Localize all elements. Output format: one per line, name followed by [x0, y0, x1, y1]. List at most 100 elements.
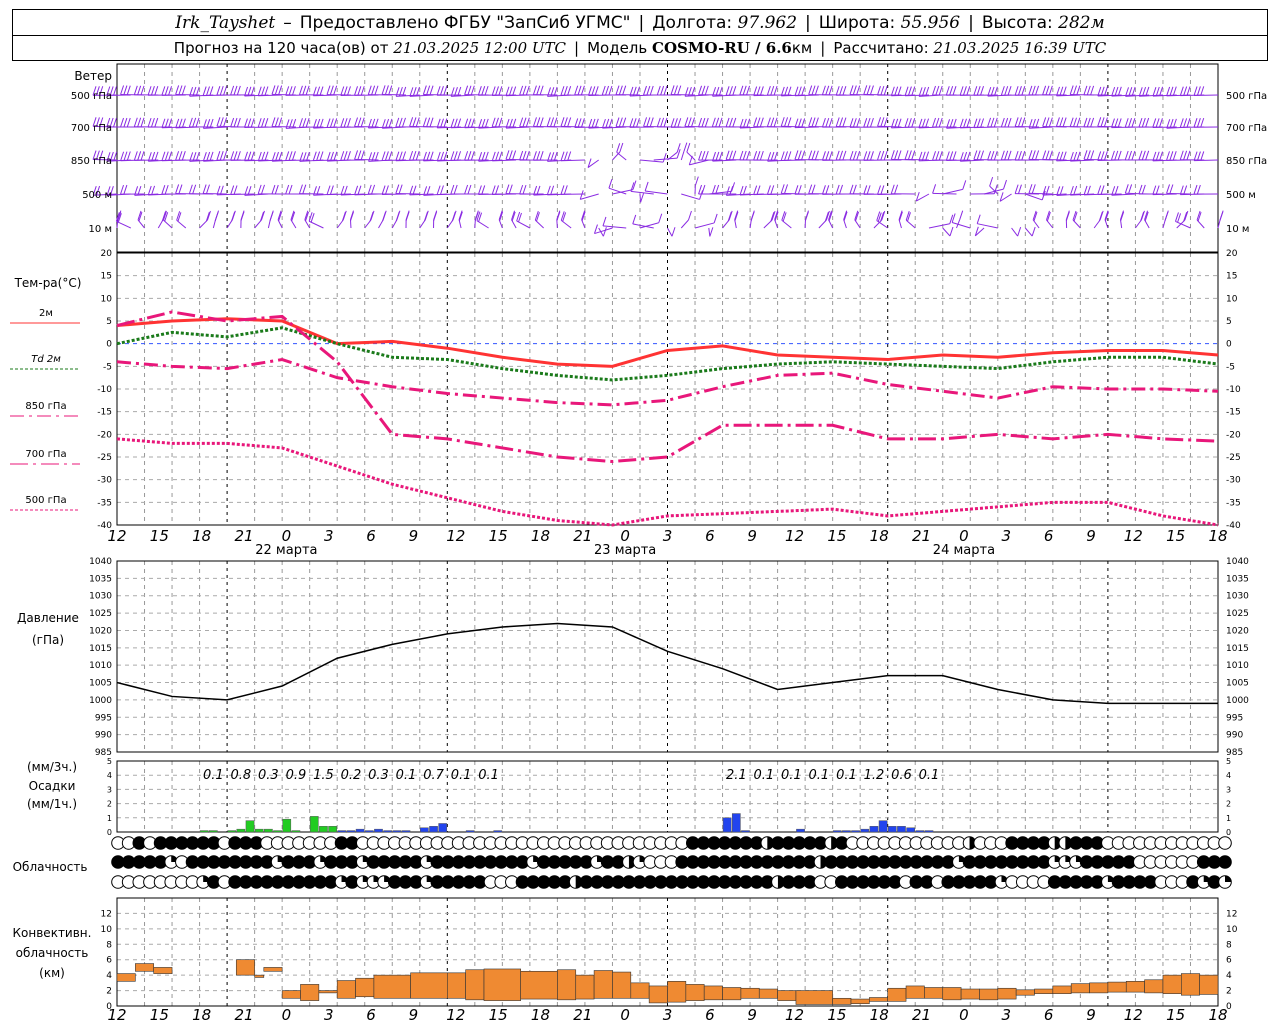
wind-barb-flag — [1031, 184, 1036, 194]
pressure-line — [116, 622, 1218, 705]
conv-ytick-left: 4 — [106, 971, 112, 981]
wind-barb-flag — [780, 151, 785, 161]
wind-barb-flag — [298, 184, 303, 194]
time-tick-label: 9 — [409, 1006, 419, 1024]
wind-barb-flag — [113, 86, 117, 96]
wind-barb-flag — [753, 86, 758, 96]
wind-barb-flag — [602, 216, 607, 227]
wind-barb-flag — [1166, 151, 1170, 161]
wind-barb-flag — [117, 213, 122, 223]
wind-barb-flag — [1055, 117, 1060, 127]
wind-barb-flag — [402, 151, 407, 161]
header-title-bar: Irk_Tayshet – Предоставлено ФГБУ "ЗапСиб… — [12, 9, 1268, 36]
wind-barb-flag — [632, 118, 637, 128]
wind-barb-flag — [285, 119, 290, 129]
wind-barb — [587, 159, 599, 168]
wind-barb-flag — [343, 151, 348, 161]
wind-barb — [1125, 94, 1150, 97]
prec-ylabel-top: (мм/3ч.) — [27, 760, 77, 774]
wind-barb-flag — [1183, 150, 1188, 160]
wind-barb-flag — [1000, 150, 1005, 160]
wind-barb-flag — [236, 117, 241, 128]
wind-barb-flag — [897, 86, 902, 96]
wind-barb-flag — [440, 118, 444, 128]
wind-barb-flag — [1003, 179, 1007, 190]
wind-barb-flag — [734, 210, 739, 220]
wind-barb-flag — [275, 151, 279, 162]
time-tick-label: 18 — [192, 527, 211, 545]
prec-ytick-right: 1 — [1226, 814, 1231, 823]
station-name: Irk_Tayshet — [175, 12, 276, 33]
prec-3h-total: 0.8 — [231, 768, 252, 783]
wind-barb — [409, 94, 434, 97]
wind-barb — [639, 222, 659, 229]
wind-barb-flag — [250, 118, 255, 128]
conv-yunit: (км) — [39, 966, 65, 980]
wind-barb-flag — [260, 211, 264, 222]
wind-barb — [244, 159, 269, 162]
wind-barb-flag — [133, 117, 138, 127]
wind-barb-flag — [429, 151, 434, 161]
wind-barb-flag — [863, 151, 868, 161]
time-tick-label: 21 — [573, 527, 592, 545]
wind-barb — [726, 193, 751, 196]
wind-barb — [828, 219, 834, 229]
wind-barb-flag — [932, 151, 936, 161]
wind-barb — [749, 219, 752, 229]
wind-barb-flag — [1120, 210, 1124, 220]
time-tick-label: 9 — [1086, 527, 1096, 545]
wind-barb-flag — [601, 85, 606, 96]
wind-barb-flag — [1062, 117, 1067, 127]
wind-barb-flag — [247, 118, 252, 128]
wind-barb-flag — [725, 150, 730, 160]
prec-3h-total: 0.1 — [478, 768, 499, 783]
wind-barb-flag — [959, 210, 964, 220]
prec-ylabel-bottom: (мм/1ч.) — [27, 797, 77, 811]
wind-barb-flag — [563, 117, 568, 127]
wind-barb-flag — [770, 185, 775, 195]
wind-barb-flag — [687, 210, 692, 221]
wind-barb-flag — [223, 150, 228, 161]
precip-bar — [209, 830, 218, 833]
wind-barb-flag — [298, 118, 303, 128]
wind-barb-flag — [945, 151, 950, 161]
prec-ytick-left: 5 — [107, 757, 112, 766]
wind-barb-flag — [151, 185, 156, 196]
wind-barb-flag — [636, 86, 641, 96]
wind-barb-flag — [450, 184, 455, 195]
wind-barb-flag — [855, 211, 860, 222]
wind-barb-flag — [698, 117, 703, 128]
wind-barb-flag — [1045, 85, 1050, 95]
wind-barb-flag — [767, 152, 772, 162]
wind-barb-flag — [117, 211, 122, 221]
pres-ytick-right: 985 — [1226, 748, 1243, 758]
wind-barb-flag — [161, 211, 166, 222]
wind-barb-flag — [1017, 150, 1022, 161]
wind-barb-flag — [784, 151, 788, 161]
wind-barb-flag — [415, 117, 420, 127]
prec-ytick-right: 3 — [1226, 785, 1231, 794]
wind-barb-flag — [801, 150, 806, 160]
wind-barb-flag — [890, 184, 895, 194]
cloud-quarter-symbol — [1225, 875, 1232, 882]
wind-barb-flag — [1141, 117, 1146, 128]
wind-barb-flag — [371, 184, 376, 195]
wind-barb — [612, 189, 634, 195]
wind-barb-flag — [616, 143, 621, 153]
wind-barb-flag — [577, 85, 582, 95]
wind-barb-flag — [890, 86, 895, 96]
wind-barb-flag — [808, 184, 813, 194]
wind-barb-flag — [1200, 117, 1205, 128]
wind-barb-flag — [688, 155, 693, 166]
cloud-clear-symbol — [1218, 836, 1232, 850]
time-tick-label: 18 — [870, 527, 889, 545]
wind-barb-flag — [243, 118, 248, 128]
wind-barb-flag — [147, 86, 152, 96]
header-separator: | — [820, 39, 826, 57]
wind-barb-flag — [962, 180, 967, 190]
wind-barb-flag — [973, 150, 978, 160]
wind-barb-flag — [1186, 150, 1191, 160]
wind-barb-flag — [1155, 185, 1160, 195]
time-tick-label: 15 — [1166, 1006, 1185, 1024]
wind-barb-flag — [1032, 210, 1037, 221]
